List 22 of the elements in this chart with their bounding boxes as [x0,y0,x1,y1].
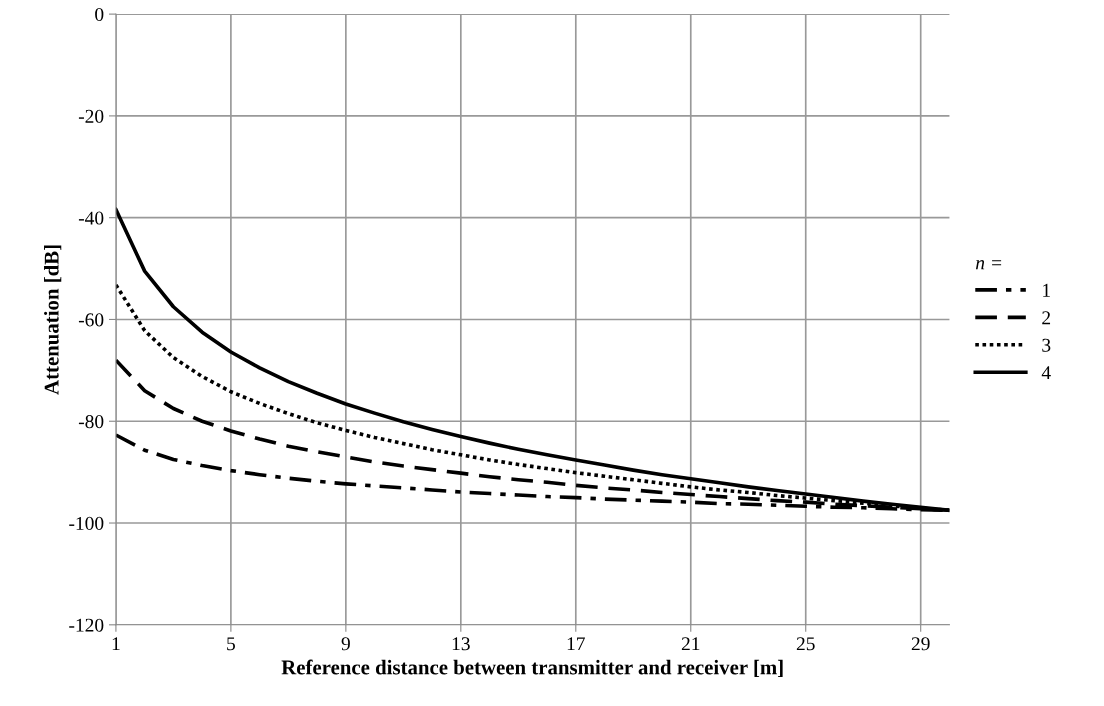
y-tick-label: -80 [78,415,104,429]
y-tick-label: -120 [69,618,104,632]
x-tick-label: 21 [681,637,700,651]
y-axis-title: Attenuation [dB] [44,245,62,395]
y-tick-label: -100 [69,516,104,530]
x-tick-label: 1 [112,637,120,651]
legend-label: 2 [1042,311,1051,325]
y-tick-label: 0 [95,7,104,22]
x-axis-title: Reference distance between transmitter and receiver [m] [281,659,783,678]
y-tick-label: -40 [78,211,104,225]
x-tick-label: 29 [911,637,930,651]
y-tick-label: -60 [78,313,104,327]
legend-title: n = [975,260,1002,270]
legend-label: 3 [1042,338,1051,352]
x-tick-label: 13 [452,637,470,651]
x-tick-label: 9 [341,637,350,651]
x-tick-label: 17 [567,637,585,651]
y-tick-label: -20 [78,109,104,123]
legend-label: 1 [1043,283,1050,297]
x-tick-label: 5 [227,637,235,651]
legend-label: 4 [1041,366,1051,380]
x-tick-label: 25 [796,637,815,651]
